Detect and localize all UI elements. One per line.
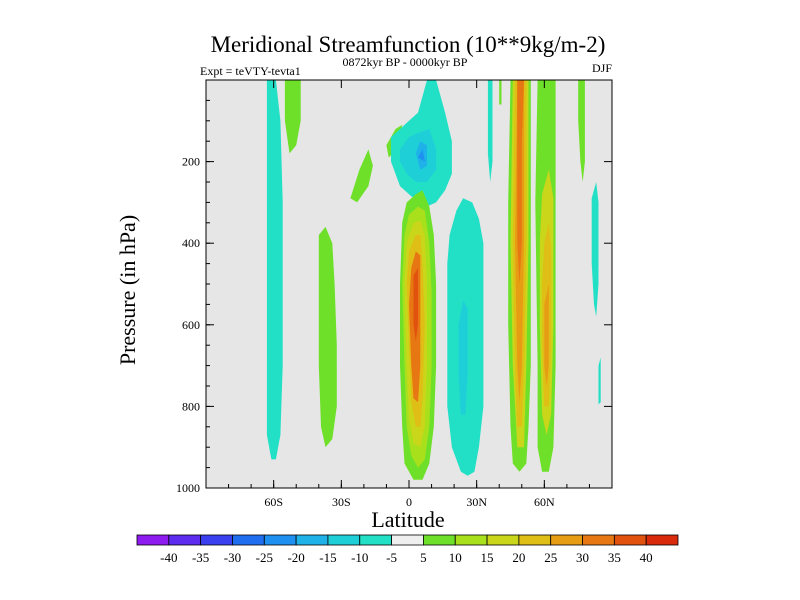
contour-band-50N-30 [517, 80, 524, 284]
colorbar: -40 -35 -30 -25 -20 -15 -10 -5 5 10 15 20 25 30 35 40 [136, 534, 679, 565]
colorbar-label: -10 [351, 550, 368, 565]
x-tick-label: 30S [332, 495, 351, 509]
x-tick-label: 60S [264, 495, 283, 509]
y-tick-label: 400 [182, 236, 200, 250]
contour-sliver-35N [487, 80, 493, 182]
contour-band-75N-cyan [591, 182, 599, 317]
left-label: Expt = teVTY-tevta1 [200, 64, 301, 78]
contour-band-60S [266, 80, 283, 460]
contour-band-75N-5 [578, 80, 585, 182]
colorbar-label: 25 [544, 550, 557, 565]
y-axis-label: Pressure (in hPa) [115, 215, 140, 365]
plot-area: 60S 30S 0 30N 60N 200 400 600 800 1000 [176, 79, 613, 509]
colorbar-label: -40 [160, 550, 177, 565]
x-tick-label: 60N [534, 495, 555, 509]
colorbar-label: -35 [192, 550, 209, 565]
contour-band-35S-green [318, 226, 337, 448]
axis-ticks: 60S 30S 0 30N 60N 200 400 600 800 1000 [176, 80, 612, 509]
chart-title: Meridional Streamfunction (10**9kg/m-2) [211, 32, 606, 57]
colorbar-swatch [391, 534, 424, 546]
right-label: DJF [592, 61, 612, 75]
colorbar-swatch [550, 534, 583, 546]
colorbar-swatch [295, 534, 329, 546]
colorbar-swatch [168, 534, 202, 546]
colorbar-label: -5 [386, 550, 397, 565]
contour-itcz-35 [413, 267, 418, 342]
contour-sliver-40N [499, 80, 502, 105]
colorbar-swatch [645, 534, 679, 546]
contour-regions [266, 80, 601, 480]
colorbar-swatch [200, 534, 233, 546]
contour-blue-upper-3 [418, 149, 425, 162]
colorbar-label: -25 [256, 550, 273, 565]
colorbar-label: 30 [576, 550, 589, 565]
contour-band-55S-green [284, 80, 301, 154]
x-axis-label: Latitude [371, 507, 444, 532]
colorbar-swatch [613, 534, 647, 546]
colorbar-label: -20 [287, 550, 304, 565]
colorbar-swatch [327, 534, 361, 546]
colorbar-swatch [232, 534, 265, 546]
colorbar-label: 15 [481, 550, 494, 565]
y-tick-label: 1000 [176, 481, 200, 495]
colorbar-label: 5 [420, 550, 427, 565]
contour-band-85N-cyan [598, 357, 601, 405]
y-tick-label: 600 [182, 318, 200, 332]
x-tick-label: 30N [466, 495, 487, 509]
colorbar-swatch [454, 534, 488, 546]
contour-green-20S-upper [350, 149, 373, 203]
y-tick-label: 200 [182, 155, 200, 169]
colorbar-swatch [359, 534, 392, 546]
y-tick-label: 800 [182, 399, 200, 413]
colorbar-swatch [486, 534, 520, 546]
colorbar-swatch [136, 534, 170, 546]
x-tick-label: 0 [406, 495, 412, 509]
colorbar-label: -30 [224, 550, 241, 565]
colorbar-label: 10 [449, 550, 462, 565]
colorbar-label: 35 [608, 550, 621, 565]
colorbar-label: 40 [640, 550, 653, 565]
colorbar-swatch [423, 534, 456, 546]
contour-cyan-20-30N-inner [458, 300, 468, 415]
colorbar-label: -15 [319, 550, 336, 565]
colorbar-swatch [518, 534, 552, 546]
colorbar-swatch [582, 534, 615, 546]
center-label: 0872kyr BP - 0000kyr BP [343, 55, 468, 69]
colorbar-swatch [263, 534, 297, 546]
contour-band-60N-25 [544, 284, 549, 386]
colorbar-label: 20 [512, 550, 525, 565]
